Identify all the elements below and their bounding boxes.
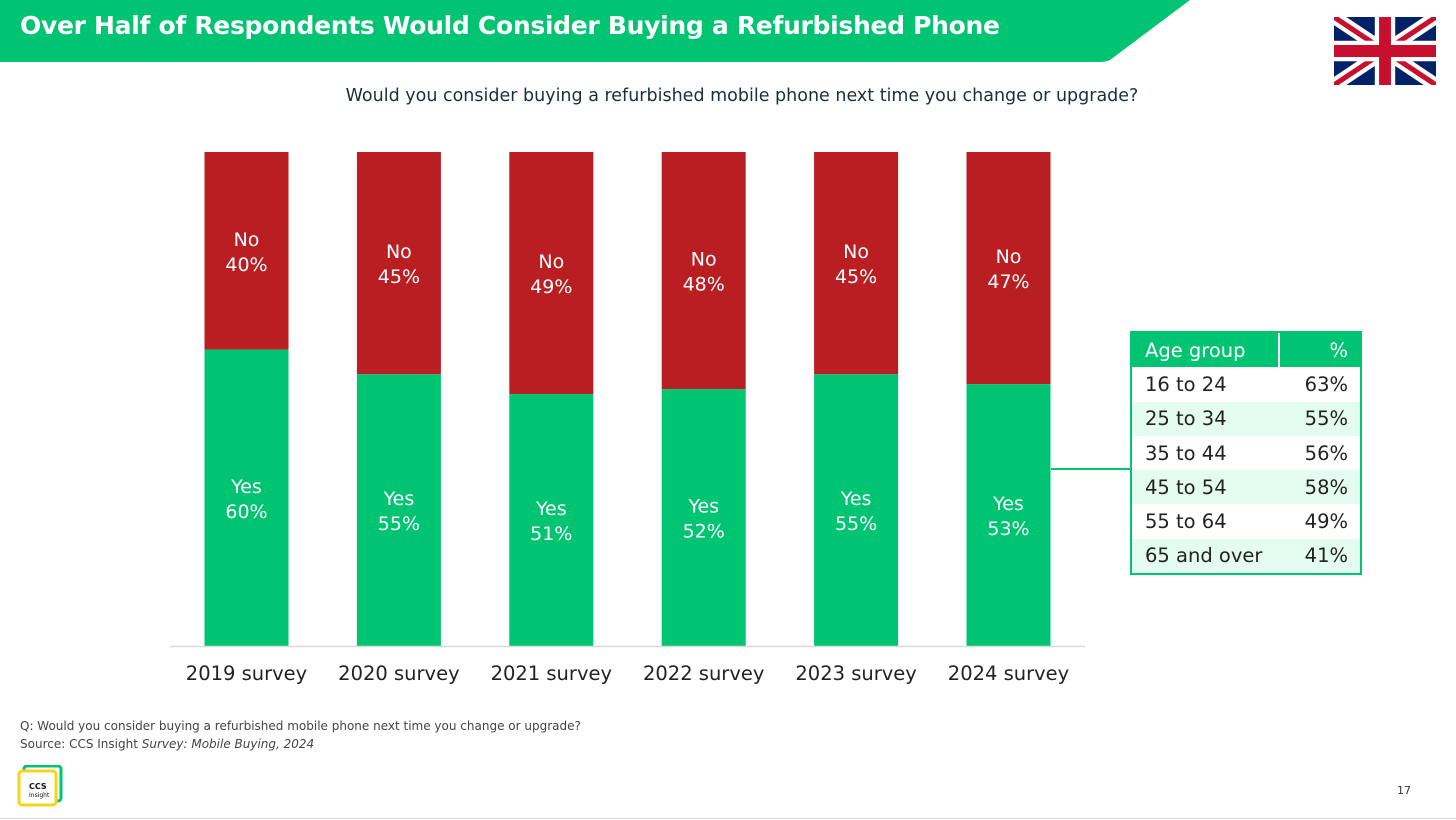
- footnote-question: Q: Would you consider buying a refurbish…: [20, 719, 581, 733]
- table-row: 45 to 54 58%: [1132, 470, 1360, 505]
- table-cell-percent: 63%: [1304, 372, 1348, 396]
- bar-label-no-name: No: [538, 251, 564, 273]
- page-title: Over Half of Respondents Would Consider …: [20, 11, 1000, 40]
- chart-question: Would you consider buying a refurbished …: [345, 86, 1139, 106]
- svg-text:Insight: Insight: [29, 792, 50, 799]
- bar-label-no-value: 49%: [530, 276, 572, 298]
- bar-label-no-name: No: [234, 229, 260, 251]
- bar-label-no-value: 45%: [378, 266, 420, 288]
- bar-label-yes-name: Yes: [992, 493, 1024, 515]
- bar-segment-no: [204, 152, 289, 350]
- bar-segment-yes: [661, 389, 746, 646]
- bar-label-no-value: 40%: [225, 254, 267, 276]
- bar-label-no-value: 47%: [987, 271, 1029, 293]
- table-cell-percent: 58%: [1304, 475, 1348, 499]
- age-group-table: Age group % 16 to 24 63% 25 to 34 55% 35…: [1130, 331, 1362, 576]
- table-row: 55 to 64 49%: [1132, 504, 1360, 538]
- x-tick-label: 2019 survey: [186, 662, 307, 685]
- bar-label-yes-value: 55%: [835, 513, 877, 535]
- table-row: 35 to 44 56%: [1132, 436, 1360, 470]
- bar-segment-yes: [814, 374, 899, 646]
- stacked-bar-chart: No 40% Yes 60% 2019 survey No 45% Yes 55% 2020 su…: [170, 152, 1130, 685]
- footnote-source-prefix: Source: CCS Insight: [20, 737, 142, 751]
- title-banner: [0, 0, 1190, 62]
- table-row: 65 and over 41%: [1132, 538, 1360, 574]
- table-header-row: Age group %: [1132, 333, 1360, 368]
- x-tick-label: 2022 survey: [643, 662, 764, 685]
- table-cell-percent: 55%: [1304, 407, 1348, 431]
- bar-label-yes-value: 60%: [225, 501, 267, 523]
- table-header-percent: %: [1329, 338, 1348, 362]
- x-tick-label: 2023 survey: [795, 662, 916, 685]
- bar-label-no-value: 45%: [835, 266, 877, 288]
- svg-text:CCS: CCS: [29, 782, 47, 791]
- table-cell-age: 25 to 34: [1145, 407, 1227, 431]
- bar-segment-yes: [204, 349, 289, 646]
- table-cell-age: 55 to 64: [1145, 510, 1227, 534]
- bar-label-no-name: No: [691, 249, 717, 271]
- table-cell-age: 35 to 44: [1145, 441, 1227, 465]
- bar-segment-no: [966, 152, 1051, 385]
- table-cell-percent: 56%: [1304, 441, 1348, 465]
- bar-label-no-name: No: [843, 241, 869, 263]
- bar-label-yes-name: Yes: [535, 498, 567, 520]
- bar-label-no-value: 48%: [683, 274, 725, 296]
- table-cell-age: 16 to 24: [1145, 372, 1227, 396]
- bar-label-yes-name: Yes: [687, 496, 719, 518]
- footnote-source-title: Survey: Mobile Buying, 2024: [141, 737, 315, 751]
- table-cell-percent: 41%: [1304, 544, 1348, 568]
- x-tick-label: 2024 survey: [948, 662, 1069, 685]
- ccs-insight-logo: CCS Insight: [17, 765, 63, 807]
- bar-label-no-name: No: [996, 246, 1022, 268]
- bar-segment-no: [814, 152, 899, 375]
- bar-label-yes-value: 55%: [378, 513, 420, 535]
- bar-segment-no: [356, 152, 441, 375]
- table-cell-age: 65 and over: [1145, 544, 1263, 568]
- bar-segment-yes: [966, 384, 1051, 646]
- footnote-source: Source: CCS Insight Survey: Mobile Buyin…: [20, 737, 314, 751]
- bar-label-yes-value: 52%: [683, 521, 725, 543]
- bar-segment-yes: [356, 374, 441, 646]
- bar-label-yes-value: 51%: [530, 523, 572, 545]
- table-header-age-group: Age group: [1132, 333, 1280, 368]
- bar-segment-no: [509, 152, 594, 395]
- table-row: 16 to 24 63%: [1132, 367, 1360, 401]
- bar-label-yes-name: Yes: [230, 476, 262, 498]
- table-cell-percent: 49%: [1304, 510, 1348, 534]
- bar-label-no-name: No: [386, 241, 412, 263]
- bar-label-yes-name: Yes: [383, 488, 415, 510]
- bar-segment-no: [661, 152, 746, 390]
- union-jack-flag-icon: [1334, 17, 1436, 85]
- footer-divider: [0, 818, 1456, 819]
- bar-label-yes-name: Yes: [840, 488, 872, 510]
- table-row: 25 to 34 55%: [1132, 401, 1360, 436]
- x-tick-label: 2021 survey: [491, 662, 612, 685]
- bar-label-yes-value: 53%: [987, 518, 1029, 540]
- x-tick-label: 2020 survey: [338, 662, 459, 685]
- table-cell-age: 45 to 54: [1145, 475, 1227, 499]
- page-number: 17: [1397, 784, 1411, 797]
- bar-segment-yes: [509, 394, 594, 646]
